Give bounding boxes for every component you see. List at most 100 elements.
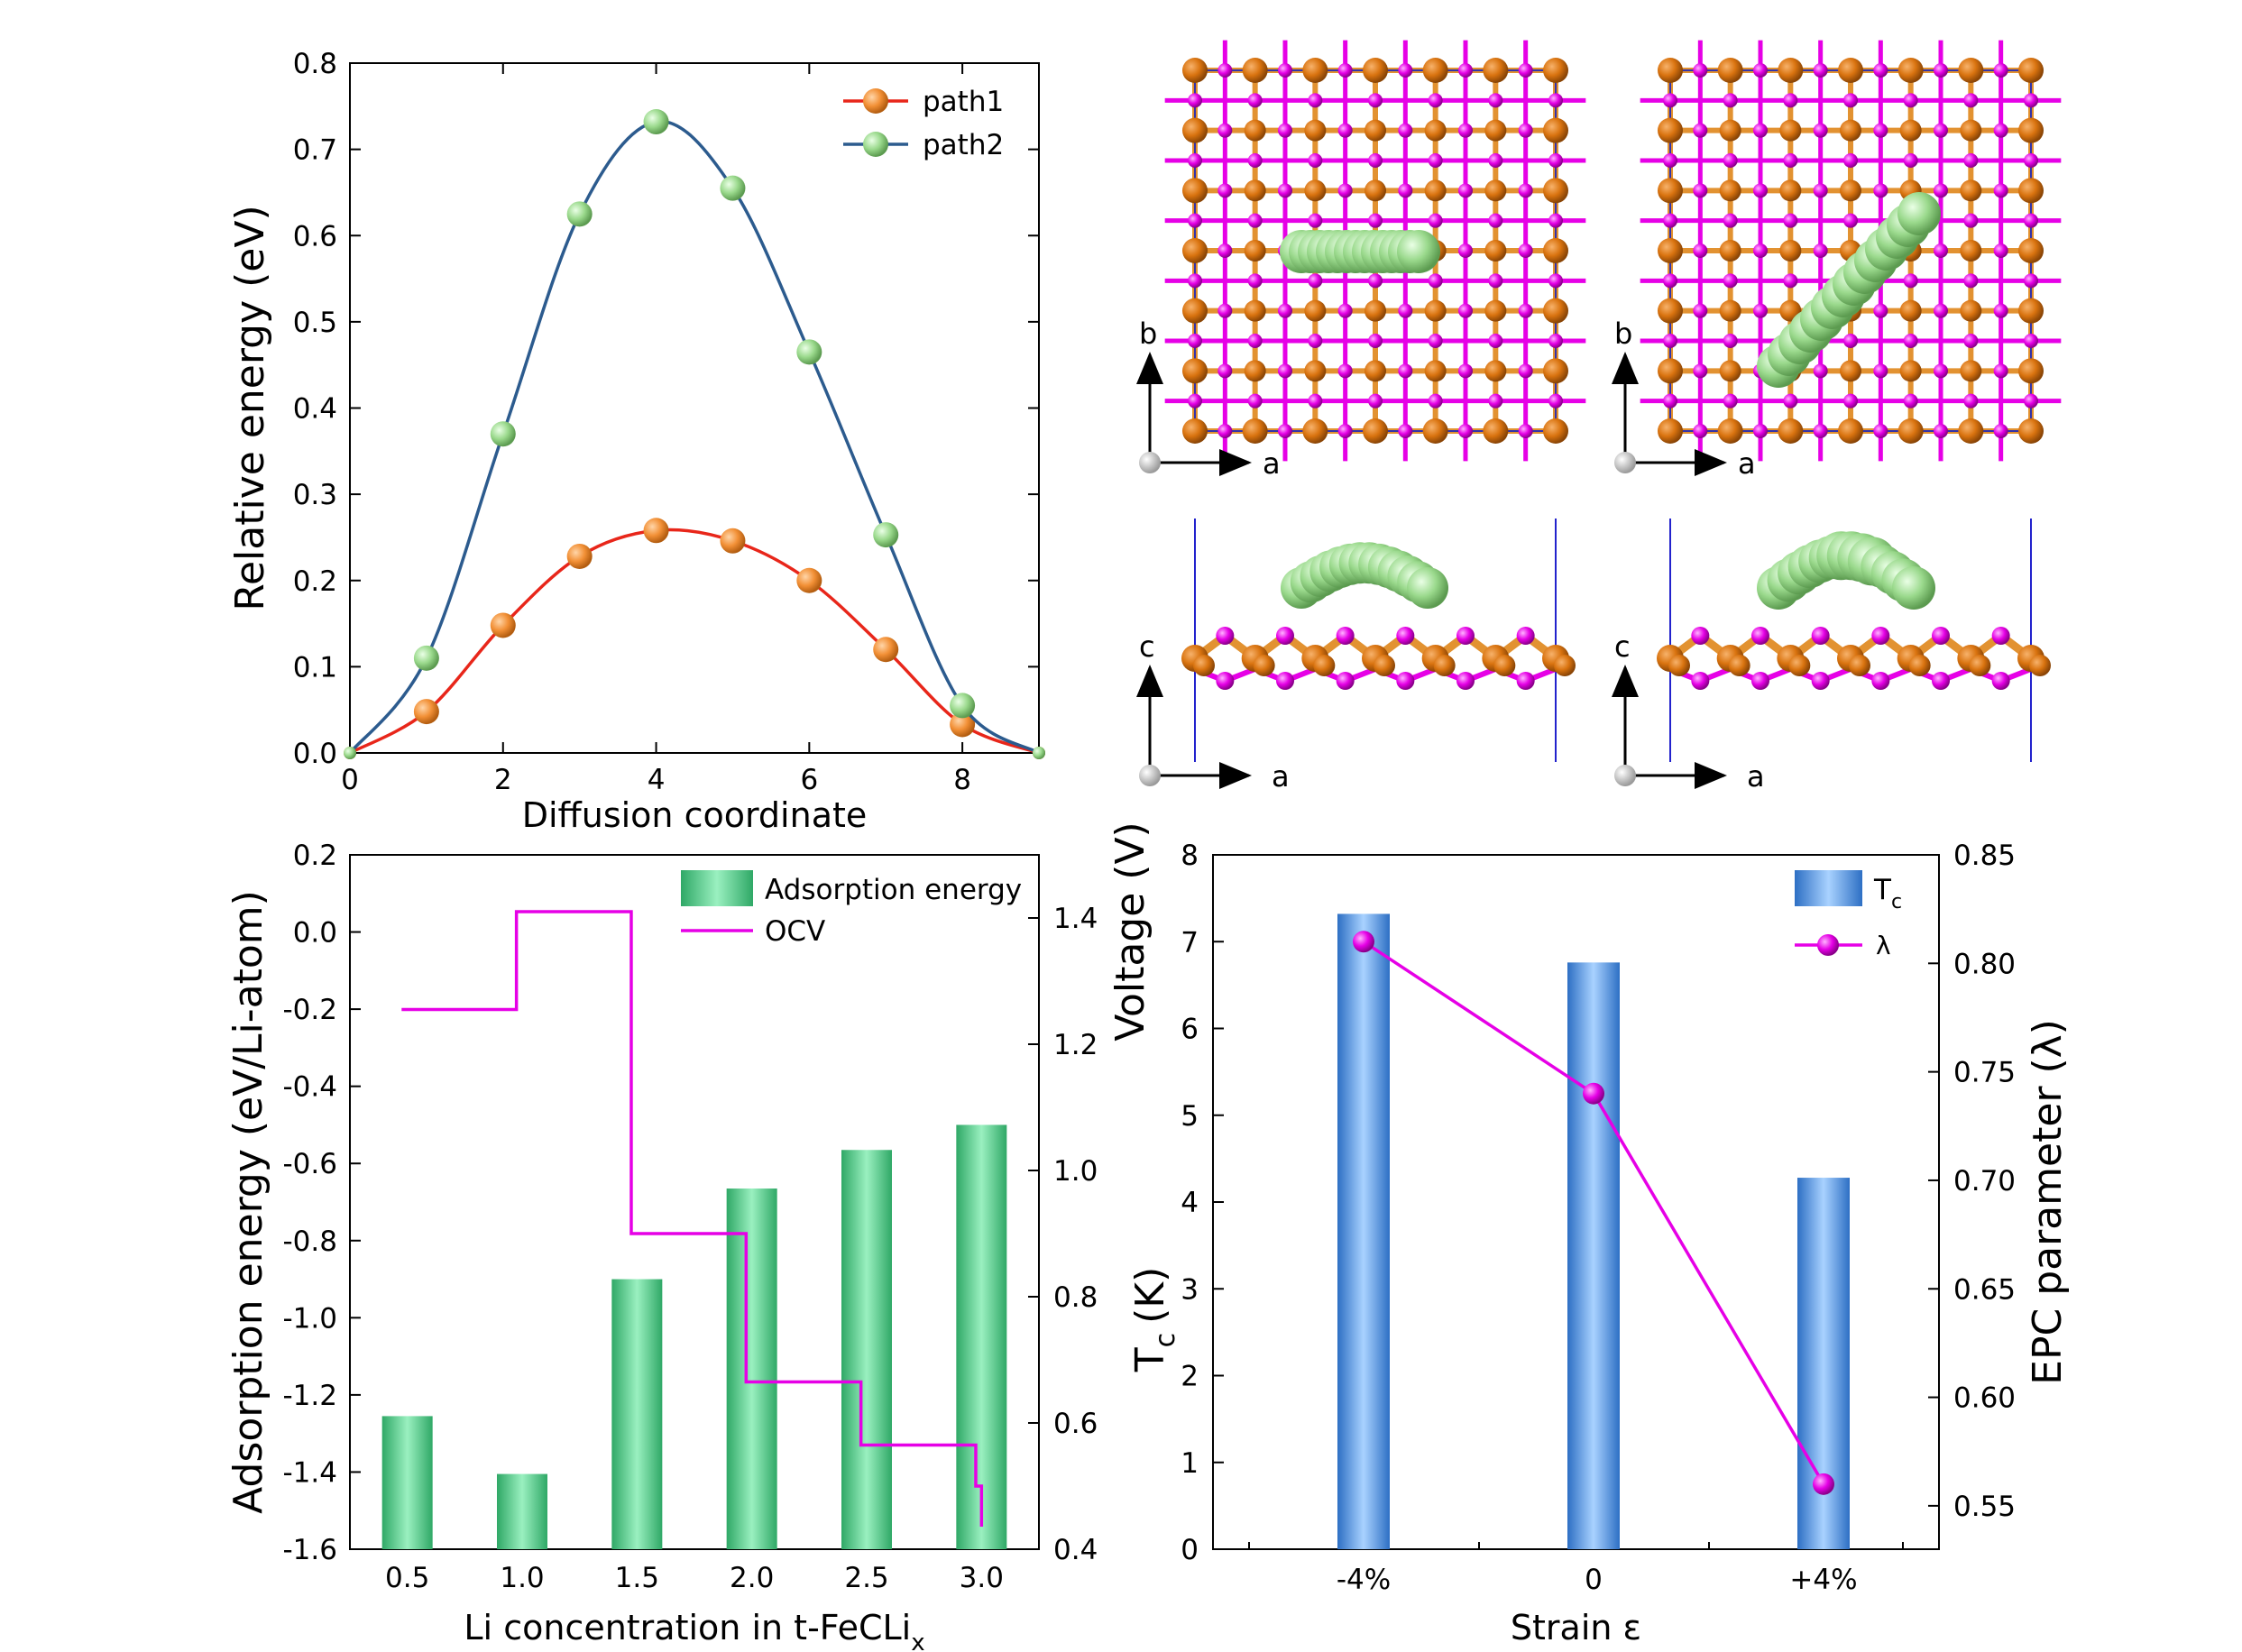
fe-atom bbox=[1244, 179, 1266, 202]
data-point-path2 bbox=[950, 693, 976, 719]
c-atom bbox=[1278, 303, 1292, 318]
fe-atom bbox=[1182, 117, 1208, 143]
c-atom bbox=[1337, 63, 1353, 78]
fe-atom bbox=[1960, 240, 1982, 262]
c-atom bbox=[2024, 393, 2038, 408]
c-atom bbox=[1188, 93, 1202, 108]
data-point-path2 bbox=[344, 747, 356, 759]
c-atom bbox=[1458, 303, 1473, 318]
y-tick-label: 0.8 bbox=[293, 48, 337, 80]
fe-atom bbox=[1304, 179, 1327, 202]
y2-tick-label: 0.80 bbox=[1953, 948, 2016, 980]
y-tick-label: -0.6 bbox=[283, 1148, 338, 1180]
fe-atom bbox=[2029, 655, 2051, 676]
c-atom bbox=[1934, 303, 1948, 318]
adsorption-energy-bar bbox=[381, 1416, 433, 1549]
c-atom bbox=[1903, 273, 1918, 289]
c-atom bbox=[1217, 363, 1233, 379]
c-atom bbox=[1398, 303, 1413, 318]
c-atom bbox=[1934, 123, 1948, 138]
fe-atom bbox=[1719, 240, 1741, 262]
axis-label-a: a bbox=[1272, 759, 1290, 794]
c-atom bbox=[1336, 627, 1355, 645]
fe-atom bbox=[1554, 655, 1576, 676]
fe-atom bbox=[1899, 360, 1922, 382]
x-tick-label: -4% bbox=[1337, 1564, 1391, 1596]
y-tick-label: 4 bbox=[1181, 1187, 1199, 1219]
c-atom bbox=[1693, 424, 1708, 438]
c-atom bbox=[1456, 672, 1475, 690]
c-atom bbox=[1843, 393, 1858, 408]
y-axis-label: Tc(K) bbox=[1127, 1267, 1181, 1373]
c-atom bbox=[1693, 183, 1708, 198]
c-atom bbox=[1518, 123, 1533, 138]
y2-tick-label: 0.8 bbox=[1053, 1281, 1098, 1314]
c-atom bbox=[1813, 183, 1828, 198]
c-atom bbox=[1456, 627, 1475, 645]
axis-origin bbox=[1139, 765, 1161, 786]
x-tick-label: 8 bbox=[953, 764, 971, 796]
fe-atom bbox=[1719, 119, 1741, 142]
c-atom bbox=[1993, 63, 2008, 78]
data-point-path2 bbox=[1033, 747, 1045, 759]
c-atom bbox=[1247, 93, 1263, 108]
adsorption-energy-bar bbox=[841, 1150, 892, 1549]
y-tick-label: -1.6 bbox=[283, 1534, 338, 1566]
adsorption-energy-chart: 0.2 0.0 -0.2 -0.4 -0.6 -0.8 -1.0 -1.2 -1.4 -1.6 1.… bbox=[225, 821, 1153, 1652]
fe-atom bbox=[1244, 360, 1266, 382]
y-tick-label: -1.2 bbox=[283, 1380, 338, 1412]
c-atom bbox=[1963, 334, 1979, 348]
fe-atom bbox=[1182, 58, 1208, 83]
y-tick-label: 0.1 bbox=[293, 651, 337, 684]
data-point-path2 bbox=[796, 339, 822, 365]
c-atom bbox=[1458, 123, 1473, 138]
c-atom bbox=[1488, 334, 1503, 348]
fe-atom bbox=[1484, 179, 1507, 202]
y-tick-label: 0.6 bbox=[293, 220, 337, 252]
fe-atom bbox=[1897, 58, 1924, 83]
fe-atom bbox=[1484, 240, 1507, 262]
c-atom bbox=[1217, 123, 1233, 138]
c-atom bbox=[1663, 93, 1677, 108]
y-tick-label: -1.0 bbox=[283, 1302, 338, 1335]
c-atom bbox=[1278, 63, 1292, 78]
c-atom bbox=[1663, 393, 1677, 408]
c-atom bbox=[1963, 93, 1979, 108]
c-atom bbox=[1278, 183, 1292, 198]
y-tick-label: 0.7 bbox=[293, 134, 337, 167]
c-atom bbox=[1518, 63, 1533, 78]
x-tick-label: 0 bbox=[1585, 1564, 1603, 1596]
x-axis-label-subscript: x bbox=[911, 1629, 924, 1652]
x-tick-label: 3.0 bbox=[960, 1562, 1004, 1594]
fe-atom bbox=[1717, 58, 1743, 83]
c-atom bbox=[2024, 334, 2038, 348]
c-atom bbox=[1991, 672, 2010, 690]
li-atom bbox=[1407, 567, 1448, 609]
fe-atom bbox=[1719, 360, 1741, 382]
li-atom bbox=[1397, 230, 1440, 273]
c-atom bbox=[1843, 213, 1858, 228]
c-atom bbox=[1276, 627, 1294, 645]
c-atom bbox=[2024, 153, 2038, 168]
legend-marker-path1 bbox=[863, 88, 888, 114]
top-view-structure: ab bbox=[1136, 40, 1586, 481]
c-atom bbox=[1693, 243, 1708, 258]
y-tick-label: 2 bbox=[1181, 1361, 1199, 1393]
c-atom bbox=[1934, 243, 1948, 258]
c-atom bbox=[1337, 424, 1353, 438]
axis-label-c: c bbox=[1139, 629, 1155, 664]
y-tick-label: 7 bbox=[1181, 926, 1199, 959]
fe-atom bbox=[1363, 58, 1388, 83]
c-atom bbox=[1813, 63, 1828, 78]
legend-label-adsorption: Adsorption energy bbox=[765, 874, 1022, 906]
side-view-structure: ac bbox=[1136, 519, 1576, 794]
fe-atom bbox=[1302, 418, 1328, 444]
side-view-structure: ac bbox=[1612, 519, 2051, 794]
fe-atom bbox=[1422, 58, 1448, 83]
data-point-path2 bbox=[643, 109, 669, 135]
y-axis-label-unit: (K) bbox=[1127, 1267, 1173, 1324]
axis-label-a: a bbox=[1263, 446, 1281, 481]
axis-label-a: a bbox=[1738, 446, 1756, 481]
legend-label-lambda: λ bbox=[1876, 931, 1891, 960]
x-tick-label: 0 bbox=[341, 764, 359, 796]
